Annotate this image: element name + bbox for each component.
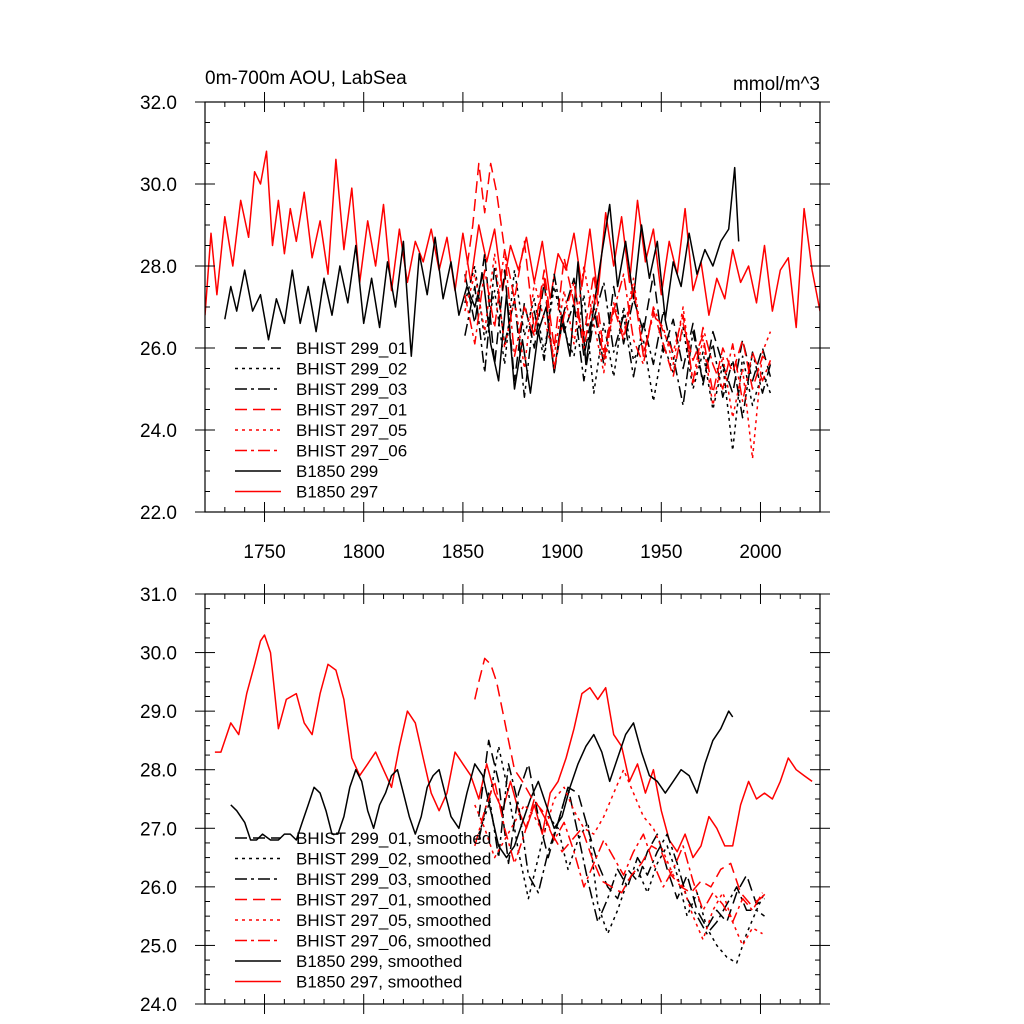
y-tick-label: 27.0 <box>140 819 177 840</box>
series-line-bhist-299-01 <box>464 252 772 394</box>
series-group <box>214 634 813 964</box>
series-line-bhist-299-03-smoothed <box>478 763 765 935</box>
bottom-panel-aou-smoothed: 24.0 25.0 26.0 27.0 28.0 29.0 30.0 31.0 BHIST 29… <box>140 584 830 1016</box>
legend: BHIST 299_01, smoothed BHIST 299_02, smoo… <box>235 829 491 992</box>
legend-label: B1850 299 <box>296 462 378 481</box>
legend-label: BHIST 297_06, smoothed <box>296 932 491 951</box>
series-line-bhist-299-02 <box>464 265 772 452</box>
y-tick-label: 24.0 <box>140 421 177 442</box>
series-line-bhist-297-05-smoothed <box>474 768 763 947</box>
series-line-b1850-297-smoothed <box>214 634 813 859</box>
series-line-bhist-297-06 <box>464 248 772 403</box>
y-tick-label: 25.0 <box>140 936 177 957</box>
series-line-b1850-299-smoothed <box>230 710 734 859</box>
y-tick-label: 29.0 <box>140 702 177 723</box>
legend-label: BHIST 299_01, smoothed <box>296 829 491 848</box>
y-tick-label: 28.0 <box>140 761 177 782</box>
series-line-bhist-299-01-smoothed <box>478 739 765 929</box>
y-tick-label: 26.0 <box>140 339 177 360</box>
series-group <box>205 150 820 460</box>
series-line-b1850-299 <box>224 166 740 394</box>
x-tick-label: 1800 <box>343 542 385 563</box>
series-line-bhist-297-05 <box>464 252 772 460</box>
legend-label: BHIST 297_05 <box>296 421 407 440</box>
legend-label: BHIST 299_02, smoothed <box>296 850 491 869</box>
y-tick-label: 28.0 <box>140 257 177 278</box>
series-line-bhist-297-01-smoothed <box>474 657 767 906</box>
y-tick-label: 31.0 <box>140 585 177 606</box>
y-tick-label: 26.0 <box>140 878 177 899</box>
units-label: mmol/m^3 <box>733 74 820 95</box>
legend-label: BHIST 299_03 <box>296 380 407 399</box>
series-line-bhist-299-02-smoothed <box>478 745 766 964</box>
legend-label: BHIST 299_01 <box>296 339 407 358</box>
y-tick-label: 22.0 <box>140 503 177 524</box>
legend-label: BHIST 297_01 <box>296 401 407 420</box>
y-tick-label: 32.0 <box>140 93 177 114</box>
series-line-b1850-297 <box>205 150 820 329</box>
legend-label: BHIST 299_02 <box>296 360 407 379</box>
series-line-bhist-297-06-smoothed <box>474 780 764 923</box>
x-tick-label: 1900 <box>541 542 583 563</box>
y-tick-label: 30.0 <box>140 175 177 196</box>
y-tick-label: 30.0 <box>140 644 177 665</box>
legend-label: B1850 297, smoothed <box>296 973 462 992</box>
top-panel-aou-raw: 1750 1800 1850 1900 1950 2000 22.0 24.0 26.0 28.0… <box>140 68 830 563</box>
x-tick-label: 1850 <box>442 542 484 563</box>
x-tick-label: 1950 <box>640 542 682 563</box>
x-tick-label: 1750 <box>243 542 285 563</box>
x-tick-label: 2000 <box>739 542 781 563</box>
legend-label: BHIST 297_01, smoothed <box>296 891 491 910</box>
series-line-bhist-297-01 <box>464 162 771 394</box>
y-tick-label: 24.0 <box>140 995 177 1016</box>
legend-label: B1850 299, smoothed <box>296 952 462 971</box>
legend-label: B1850 297 <box>296 483 378 502</box>
chart-title: 0m-700m AOU, LabSea <box>205 68 407 89</box>
legend-label: BHIST 299_03, smoothed <box>296 870 491 889</box>
legend-label: BHIST 297_05, smoothed <box>296 911 491 930</box>
legend-label: BHIST 297_06 <box>296 442 407 461</box>
